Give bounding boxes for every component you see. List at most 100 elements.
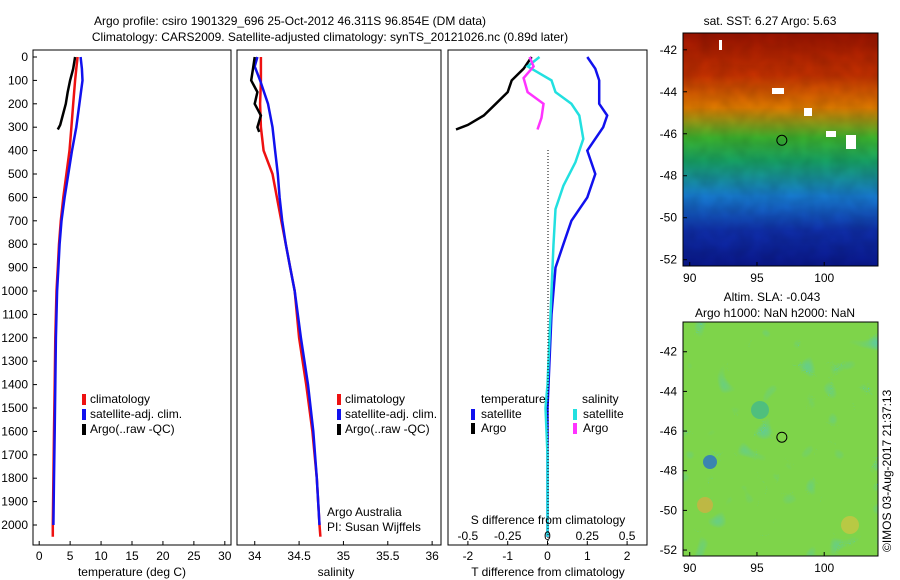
sst-missing-data [826,131,836,137]
difference-axes-box [447,49,648,546]
sla-map-subtitle: Argo h1000: NaN h2000: NaN [695,306,855,320]
legend-swatch [471,423,475,434]
y-tick-label: 500 [8,167,28,181]
y-tick-label: 800 [8,237,28,251]
sst-missing-data [772,88,784,94]
map-y-tick-label: -46 [660,424,678,438]
legend-label: Argo [481,421,507,435]
sla-eddy [841,516,859,534]
map-x-tick-label: 90 [683,561,697,575]
legend-label: satellite [481,407,522,421]
sst-missing-data [719,40,722,50]
x-tick-label: 0 [544,549,551,563]
legend-swatch [337,394,341,405]
sst-missing-data [846,135,856,149]
series-line-salinity-argo [522,56,545,130]
x-tick-label: 1 [584,549,591,563]
map-y-tick-label: -48 [660,169,678,183]
sst-map-title: sat. SST: 6.27 Argo: 5.63 [704,14,837,28]
x-tick-label: 34.5 [287,549,311,563]
series-line-satellite-adj-clim- [253,56,321,526]
legend-label: Argo(..raw -QC) [345,422,430,436]
temperature-axes-box [32,49,232,546]
x-tick-label: 20 [156,549,170,563]
y-tick-label: 2000 [1,518,28,532]
legend-swatch [337,424,341,435]
sst-texture [683,33,878,266]
difference-series [455,56,609,537]
x-tick-label: 35 [337,549,351,563]
legend-label: satellite-adj. clim. [345,407,437,421]
map-x-tick-label: 100 [814,271,834,285]
difference-panel: -2 -1 0 1 2 -0.5 -0.25 0 0.25 0.5 temperature sali… [447,49,648,579]
t-difference-label: T difference from climatology [471,565,625,579]
y-tick-label: 700 [8,214,28,228]
series-line-satellite-adj-clim- [52,56,84,526]
difference-legend: temperature salinitysatelliteArgosatellit… [471,392,624,435]
temperature-panel: 0 5 10 15 20 25 300100200300400500600700800900… [1,49,232,579]
s-tick-label: 0.5 [619,529,636,543]
map-y-tick-label: -52 [660,253,678,267]
y-tick-label: 1800 [1,471,28,485]
legend-swatch [82,409,86,420]
s-tick-label: 0.25 [576,529,600,543]
sla-eddies [683,322,878,556]
y-tick-label: 200 [8,97,28,111]
figure-title-line1: Argo profile: csiro 1901329_696 25-Oct-2… [94,14,486,28]
s-tick-label: 0 [544,529,551,543]
pi-name-note: PI: Susan Wijffels [327,520,421,534]
temperature-series [51,56,84,537]
series-line-climatology [258,57,322,537]
sst-axes-box [682,32,879,267]
x-tick-label: 10 [94,549,108,563]
y-tick-label: 1700 [1,448,28,462]
argo-float-marker [776,431,788,443]
figure-title-line2: Climatology: CARS2009. Satellite-adjuste… [92,30,568,44]
x-tick-label: -1 [502,549,513,563]
map-y-tick-label: -52 [660,543,678,557]
legend-header-salinity: salinity [582,392,619,406]
x-tick-label: -2 [463,549,474,563]
temperature-xlabel: temperature (deg C) [78,565,186,579]
s-tick-label: -0.5 [458,529,479,543]
sst-map: sat. SST: 6.27 Argo: 5.63 90 95 100 -42 -44 -… [660,14,879,285]
y-tick-label: 0 [21,50,28,64]
y-tick-label: 1100 [2,307,28,321]
legend-swatch [573,409,577,420]
salinity-panel: 34 34.5 35 35.5 36 climatologysatellite-adj.… [236,49,442,579]
argo-australia-note: Argo Australia [327,505,402,519]
legend-swatch [471,409,475,420]
x-tick-label: 15 [125,549,139,563]
y-tick-label: 900 [8,261,28,275]
s-difference-label: S difference from climatology [471,513,626,527]
y-tick-label: 1600 [1,424,28,438]
y-tick-label: 1500 [1,401,28,415]
y-tick-label: 1200 [1,331,28,345]
legend-label: Argo(..raw -QC) [90,422,175,436]
sla-map-title: Altim. SLA: -0.043 [724,290,821,304]
series-line-temperature-argo [455,56,533,131]
y-tick-label: 1300 [1,354,28,368]
sla-eddy [751,401,769,419]
sla-eddy [697,497,713,513]
map-y-tick-label: -46 [660,127,678,141]
sla-map: Altim. SLA: -0.043 Argo h1000: NaN h2000… [660,290,879,575]
x-tick-label: 36 [425,549,439,563]
map-y-tick-label: -44 [660,85,678,99]
map-x-tick-label: 95 [750,271,764,285]
legend-label: climatology [90,392,150,406]
map-y-tick-label: -42 [660,43,678,57]
argo-float-marker [776,134,788,146]
y-tick-label: 300 [8,120,28,134]
y-tick-label: 600 [8,190,28,204]
x-tick-label: 5 [67,549,74,563]
map-x-tick-label: 95 [750,561,764,575]
y-tick-label: 1400 [1,378,28,392]
x-tick-label: 30 [218,549,232,563]
map-x-tick-label: 100 [814,561,834,575]
legend-label: satellite-adj. clim. [90,407,182,421]
series-line-salinity-satellite [525,56,585,537]
